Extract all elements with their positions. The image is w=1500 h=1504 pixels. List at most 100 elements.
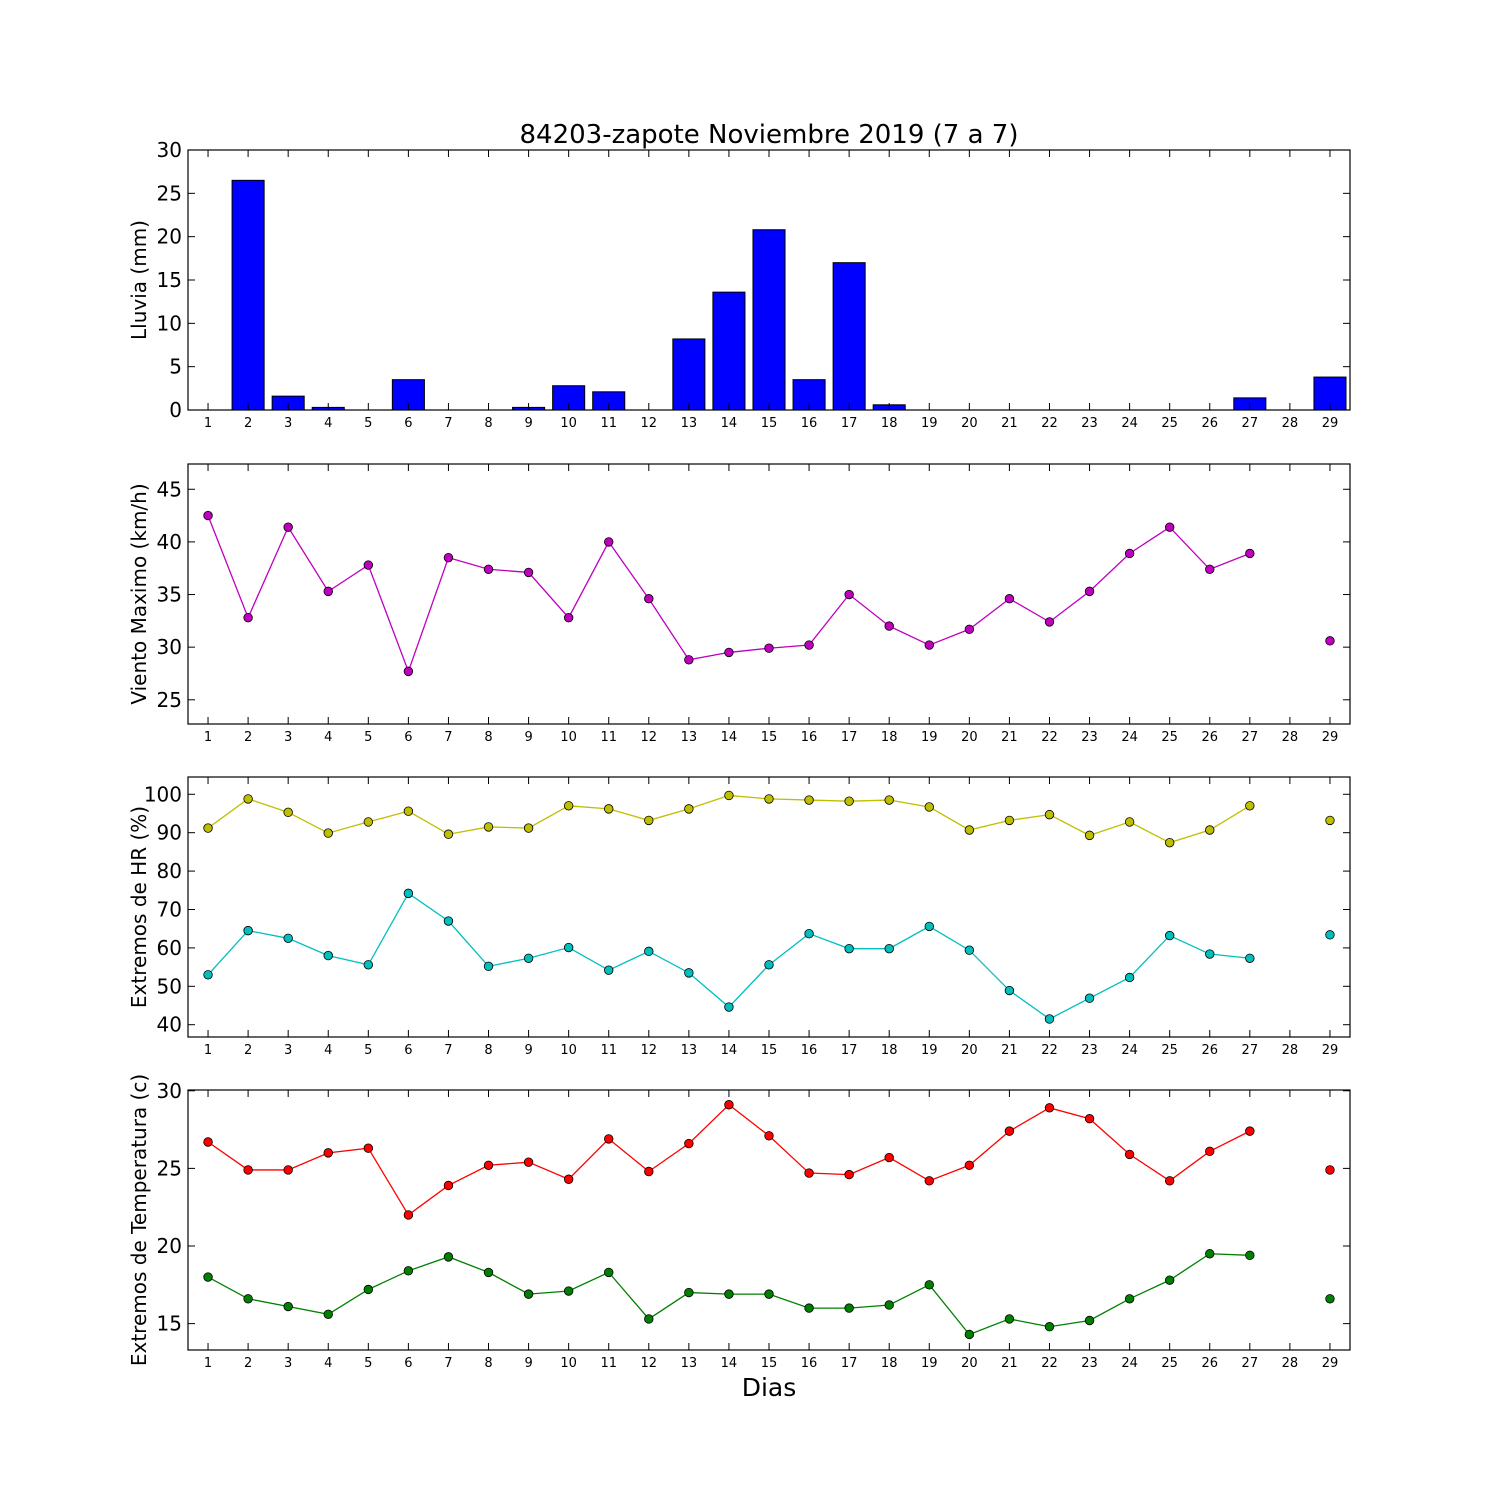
temp-min-point [604,1267,614,1278]
wind-point [884,621,894,631]
temp-min-point [563,1286,574,1296]
x-tick-label: 19 [921,730,938,745]
x-tick-label: 10 [560,1356,577,1371]
hr-min-point [323,950,333,961]
x-tick-label: 27 [1242,416,1259,431]
hr-min-point [764,960,774,970]
wind-point [764,643,774,653]
y-tick-label: 10 [157,311,182,335]
wind-point [1205,564,1215,574]
hr-max-point [1245,801,1255,811]
temp-min-point [483,1267,494,1278]
x-tick-label: 29 [1322,730,1339,745]
hr-max-point [523,823,534,833]
y-tick-label: 100 [144,782,182,806]
temp-max-point [1205,1146,1215,1157]
hr-max-point [644,815,654,826]
temp-min-point [884,1300,894,1310]
x-tick-label: 7 [444,730,452,745]
temp-max-point [804,1168,814,1178]
x-tick-label: 2 [244,730,252,745]
x-axis-label: Dias [742,1373,797,1402]
hr-max-point [563,801,574,811]
hr-max-point [1325,815,1335,826]
x-tick-label: 16 [801,1356,818,1371]
hr-min-point [523,953,534,963]
y-axis-label: Extremos de Temperatura (c) [127,1074,151,1366]
hr-max-point [1084,830,1095,841]
x-tick-label: 12 [641,730,658,745]
x-tick-label: 23 [1081,1043,1098,1058]
x-tick-label: 27 [1242,730,1259,745]
x-tick-label: 21 [1001,1356,1018,1371]
x-tick-label: 13 [681,1356,698,1371]
temp-min-point [243,1294,253,1304]
x-tick-label: 8 [484,1356,492,1371]
x-tick-label: 3 [284,1043,292,1058]
x-tick-label: 21 [1001,730,1018,745]
x-tick-label: 13 [681,416,698,431]
x-tick-label: 15 [761,730,778,745]
y-tick-label: 30 [157,635,182,659]
x-tick-label: 23 [1081,416,1098,431]
y-tick-label: 40 [157,1013,182,1037]
y-tick-label: 15 [157,1312,182,1336]
x-tick-label: 15 [761,1043,778,1058]
hr-min-point [1084,993,1095,1003]
x-tick-label: 19 [921,1356,938,1371]
hr-min-point [1004,985,1015,996]
temp-max-point [1044,1103,1055,1113]
x-tick-label: 14 [721,1043,738,1058]
x-tick-label: 27 [1242,1043,1259,1058]
x-tick-label: 10 [560,416,577,431]
x-tick-label: 28 [1282,1356,1299,1371]
y-tick-label: 25 [157,181,182,205]
temp-min-point [443,1252,454,1262]
hr-min-point [644,946,654,957]
temp-min-point [804,1303,814,1313]
x-tick-label: 25 [1161,1043,1178,1058]
x-tick-label: 29 [1322,1356,1339,1371]
wind-point [1084,586,1095,597]
x-tick-label: 19 [921,1043,938,1058]
y-tick-label: 5 [169,355,182,379]
x-tick-label: 5 [364,1356,372,1371]
wind-point [403,666,414,677]
x-tick-label: 17 [841,1043,858,1058]
rain-bar [832,262,866,411]
wind-point [203,510,213,521]
hr-max-point [1205,825,1215,835]
x-tick-label: 3 [284,416,292,431]
x-tick-label: 23 [1081,730,1098,745]
x-tick-label: 2 [244,416,252,431]
hr-min-point [1124,972,1135,983]
y-tick-label: 25 [157,1156,182,1180]
temp-max-line [207,1103,1251,1216]
temp-max-point [523,1157,534,1167]
temp-max-point [764,1131,774,1141]
hr-min-point [283,933,293,943]
x-tick-label: 17 [841,730,858,745]
x-tick-label: 22 [1041,1043,1058,1058]
temp-min-point [1325,1294,1335,1304]
y-tick-label: 90 [157,821,182,845]
x-tick-label: 17 [841,416,858,431]
hr-max-point [964,825,975,835]
x-tick-label: 24 [1121,1043,1138,1058]
temp-min-point [1044,1322,1055,1332]
wind-point [563,612,574,623]
wind-point [684,655,694,665]
temp-max-point [964,1160,975,1170]
x-tick-label: 20 [961,730,978,745]
hr-max-point [1124,817,1135,827]
x-tick-label: 9 [524,416,532,431]
plot-frame [187,776,1351,1038]
wind-point [844,589,854,600]
temp-max-point [1124,1149,1135,1160]
x-tick-label: 15 [761,1356,778,1371]
hr-max-point [804,795,814,805]
hr-min-point [684,968,694,978]
hr-min-point [1205,949,1215,959]
x-tick-label: 18 [881,1043,898,1058]
